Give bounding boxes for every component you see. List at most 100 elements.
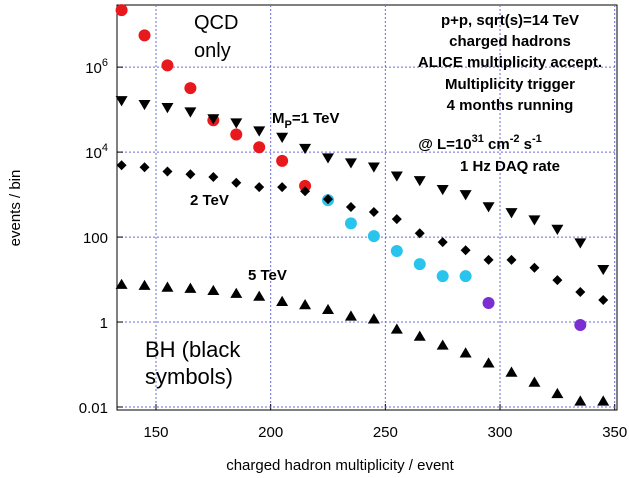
data-point [436,270,449,283]
data-point [413,176,426,187]
x-tick-label: 150 [143,424,168,441]
data-point [344,217,357,230]
data-point [575,286,586,297]
annotation: only [194,40,231,62]
data-point [505,208,518,219]
data-point [276,132,289,143]
annotation-part: M [272,110,285,127]
data-point [528,376,541,387]
data-point [437,237,448,248]
annotation-part: s [520,136,533,153]
data-point [276,295,289,306]
data-point [161,103,174,114]
data-point [390,171,403,182]
data-point [367,313,380,324]
annotation-part: 5 TeV [248,267,287,284]
data-point [207,114,220,125]
data-point [207,284,220,296]
data-point [482,297,495,310]
annotation-part: 31 [472,133,484,145]
data-point [138,29,151,42]
annotation-part: P [285,119,292,131]
data-point [436,184,449,196]
data-point [436,339,449,350]
data-point [276,154,289,167]
annotation: BH (black [145,337,241,362]
data-point [115,4,128,17]
data-point [367,162,380,173]
annotation-part: -2 [510,133,520,145]
data-point [459,190,472,201]
data-point [253,126,266,137]
data-point [299,143,312,155]
data-point [300,186,311,197]
data-point [139,162,150,173]
annotation: charged hadrons [449,33,571,50]
x-tick-label: 250 [373,424,398,441]
data-point [185,169,196,180]
annotation: Multiplicity trigger [445,76,575,93]
data-point [184,282,197,293]
data-point [505,366,518,377]
data-point [528,215,541,226]
annotation-part: p+p, sqrt(s)=14 TeV [441,12,579,29]
data-point [459,347,472,358]
data-point [230,128,243,141]
data-point [574,238,587,249]
data-point [390,244,403,257]
data-point [161,281,174,292]
x-tick-label: 300 [488,424,513,441]
annotation-part: @ L=10 [418,136,471,153]
data-point [299,299,312,310]
data-point [231,177,242,188]
annotation-part: cm [484,136,510,153]
data-point [116,160,127,171]
data-point [138,279,151,290]
annotation: MP=1 TeV [272,110,340,131]
data-point [368,206,379,217]
annotation-part: symbols) [145,364,233,389]
annotation: 1 Hz DAQ rate [460,158,560,175]
data-point [277,182,288,193]
data-point [161,59,174,72]
data-point [482,202,495,213]
data-point [506,254,517,265]
annotation-part: ALICE multiplicity accept. [418,54,602,71]
data-point [552,275,563,286]
annotation: QCD [194,12,238,34]
annotation: 2 TeV [190,192,229,209]
data-point [551,224,564,235]
data-point [597,395,610,406]
y-tick-label: 100 [83,230,108,247]
data-point [322,303,335,315]
annotation-part: 2 TeV [190,192,229,209]
data-point [367,230,380,243]
annotation-part: Multiplicity trigger [445,76,575,93]
plot-frame [116,4,618,411]
data-point [460,245,471,256]
x-tick-label: 350 [602,424,627,441]
tick-base: 10 [85,145,102,162]
data-point [323,194,334,205]
y-tick-label: 106 [85,57,108,77]
annotation-part: charged hadrons [449,33,571,50]
x-axis-label: charged hadron multiplicity / event [226,457,454,474]
data-point [597,264,610,276]
annotation: 4 months running [447,97,574,114]
data-point [413,258,426,271]
x-tick-label: 200 [258,424,283,441]
data-point [391,214,402,225]
annotation-part: 1 Hz DAQ rate [460,158,560,175]
annotation-part: only [194,40,231,62]
data-point [574,319,587,332]
annotation-part: BH (black [145,337,241,362]
data-point [483,254,494,265]
data-point [344,158,357,169]
data-point [115,278,128,289]
annotation: ALICE multiplicity accept. [418,54,602,71]
y-tick-label: 0.01 [79,400,108,417]
data-point [598,295,609,306]
data-point [138,99,151,111]
data-point [459,270,472,283]
